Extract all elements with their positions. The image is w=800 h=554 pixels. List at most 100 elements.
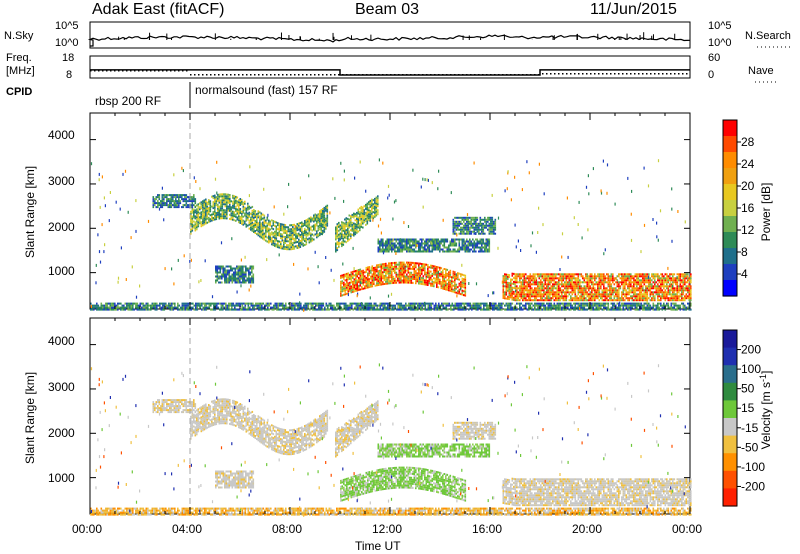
power-cell	[170, 198, 173, 201]
power-cell	[673, 287, 676, 290]
power-cell	[170, 206, 173, 209]
power-cell	[667, 297, 670, 300]
power-cell	[243, 281, 246, 284]
power-cell	[559, 279, 562, 282]
power-cell	[398, 267, 401, 270]
power-cell	[105, 306, 107, 309]
power-cell	[271, 227, 273, 230]
power-cell	[407, 263, 410, 266]
power-cell	[347, 237, 349, 240]
power-cell	[208, 199, 210, 201]
nave-dot	[90, 70, 92, 72]
power-cell	[301, 239, 303, 242]
power-cell	[421, 269, 423, 271]
power-cell	[516, 299, 518, 302]
power-cell	[397, 273, 399, 276]
power-cell	[314, 217, 317, 220]
power-cell	[544, 277, 547, 280]
power-cell	[111, 308, 113, 311]
power-cell	[215, 279, 217, 282]
power-cell	[658, 291, 661, 294]
nave-dot	[114, 70, 116, 72]
power-cell	[655, 281, 658, 284]
power-cell	[577, 281, 580, 284]
power-cell	[316, 214, 318, 217]
power-cell	[358, 281, 360, 283]
power-cell	[415, 272, 417, 275]
power-cell	[155, 196, 158, 199]
power-cell	[455, 285, 458, 288]
power-cell	[401, 267, 404, 270]
power-cell	[190, 198, 192, 201]
power-cell	[299, 244, 302, 246]
power-cell	[199, 220, 201, 223]
power-cell	[335, 234, 337, 237]
power-cell	[194, 206, 197, 209]
power-cell	[221, 267, 223, 270]
power-cell	[416, 280, 419, 283]
power-cell	[547, 297, 550, 300]
power-cell	[176, 206, 179, 209]
power-cell	[281, 229, 284, 232]
power-cell	[311, 225, 314, 228]
power-cell	[397, 238, 399, 241]
power-cell	[654, 295, 656, 298]
power-cell	[464, 276, 467, 279]
power-cell	[609, 283, 611, 286]
power-cell	[295, 227, 297, 230]
power-cell	[354, 219, 357, 222]
power-cell	[377, 201, 379, 204]
power-cell	[434, 265, 437, 268]
nave-dot	[202, 74, 204, 76]
nave-dot	[462, 74, 464, 76]
power-cell	[573, 297, 575, 300]
power-cell	[360, 217, 363, 220]
power-cell	[292, 230, 294, 232]
power-cell	[421, 240, 423, 243]
power-cell	[289, 228, 291, 231]
power-cell	[400, 265, 402, 268]
power-cell	[421, 263, 423, 265]
power-cell	[250, 216, 252, 219]
power-cell	[277, 244, 279, 247]
power-cell	[250, 228, 252, 231]
power-cell	[643, 283, 646, 286]
power-cell	[661, 279, 664, 282]
power-cell	[260, 214, 263, 217]
power-cell	[466, 228, 468, 231]
power-cell	[141, 308, 143, 311]
power-cell	[245, 225, 248, 228]
power-cell	[314, 233, 317, 236]
power-cell	[685, 277, 688, 280]
power-cell	[247, 218, 249, 221]
power-cell	[428, 272, 431, 275]
power-cell	[240, 265, 243, 268]
power-cell	[320, 211, 323, 214]
power-cell	[280, 245, 282, 248]
power-cell	[349, 281, 351, 284]
power-cell	[517, 291, 520, 294]
power-cell	[271, 219, 273, 222]
nave-dot	[174, 70, 176, 72]
power-cell	[184, 304, 187, 307]
power-cell	[513, 280, 515, 283]
power-cell	[215, 269, 217, 272]
power-cell	[645, 291, 647, 294]
power-cell	[256, 223, 258, 226]
power-cell	[449, 283, 452, 286]
power-cell	[455, 224, 458, 227]
power-cell	[427, 270, 429, 272]
power-cell	[424, 279, 426, 282]
power-cell	[308, 221, 311, 224]
power-cell	[449, 281, 452, 284]
power-cell	[338, 241, 340, 244]
power-cell	[181, 304, 184, 307]
power-cell	[628, 281, 631, 284]
power-cell	[385, 242, 387, 245]
power-cell	[209, 210, 212, 213]
x-axis-label: Time UT	[355, 539, 401, 553]
power-cell	[395, 273, 398, 276]
power-cell	[433, 283, 435, 286]
power-cell	[491, 226, 494, 229]
power-cell	[642, 293, 644, 296]
